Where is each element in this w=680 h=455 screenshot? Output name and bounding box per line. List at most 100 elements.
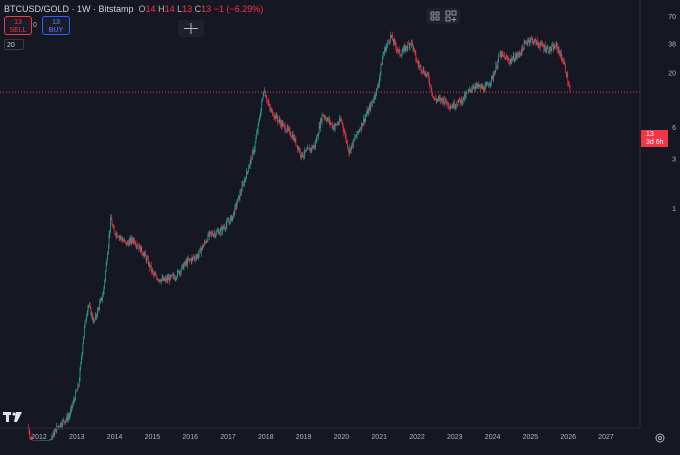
candle-body bbox=[55, 428, 57, 433]
time-tick-label: 2027 bbox=[598, 434, 614, 441]
candle-body bbox=[349, 148, 350, 154]
candle-body bbox=[505, 56, 507, 60]
candle-body bbox=[331, 123, 333, 128]
candle-body bbox=[112, 224, 114, 227]
candle-body bbox=[38, 440, 39, 441]
candle-body bbox=[328, 118, 329, 122]
candle-body bbox=[429, 81, 430, 86]
candle-body bbox=[515, 56, 516, 61]
candle-body bbox=[44, 440, 45, 441]
candle-body bbox=[527, 41, 529, 44]
candle-body bbox=[270, 109, 272, 111]
time-tick-label: 2026 bbox=[560, 434, 576, 441]
candle-body bbox=[300, 154, 302, 157]
candle-body bbox=[406, 48, 408, 49]
candle-body bbox=[111, 219, 113, 225]
candle-body bbox=[520, 53, 521, 55]
candle-body bbox=[547, 47, 548, 49]
candle-body bbox=[461, 98, 462, 104]
candle-body bbox=[561, 56, 563, 61]
candle-body bbox=[157, 279, 159, 281]
candle-body bbox=[69, 414, 71, 417]
candle-body bbox=[161, 279, 162, 282]
candle-body bbox=[382, 57, 383, 65]
candle-body bbox=[559, 52, 561, 56]
add-layout-button[interactable] bbox=[442, 8, 460, 24]
buy-button[interactable]: 13 BUY bbox=[42, 16, 70, 35]
layout-button[interactable] bbox=[426, 8, 444, 24]
candle-body bbox=[56, 426, 58, 433]
candle-body bbox=[218, 231, 220, 235]
candle-body bbox=[517, 55, 518, 57]
candle-body bbox=[107, 253, 108, 261]
candle-body bbox=[440, 97, 441, 101]
settings-button[interactable] bbox=[654, 431, 666, 449]
candle-body bbox=[165, 278, 167, 280]
candle-body bbox=[132, 240, 134, 242]
candle-body bbox=[168, 277, 169, 280]
candle-body bbox=[117, 236, 119, 238]
candle-body bbox=[189, 259, 191, 260]
candle-body bbox=[264, 91, 265, 92]
close-value: 13 bbox=[201, 4, 212, 14]
candle-body bbox=[475, 85, 476, 89]
candle-body bbox=[235, 204, 237, 207]
candle-body bbox=[409, 43, 411, 47]
candle-body bbox=[496, 65, 497, 69]
candle-body bbox=[497, 60, 499, 66]
candle-body bbox=[138, 246, 140, 250]
candle-body bbox=[488, 84, 489, 86]
candle-body bbox=[143, 253, 145, 256]
candle-body bbox=[36, 440, 38, 441]
candle-body bbox=[516, 54, 518, 57]
buy-price: 13 bbox=[52, 19, 60, 26]
candle-body bbox=[427, 73, 428, 75]
crosshair-button[interactable] bbox=[178, 20, 204, 37]
candle-body bbox=[306, 149, 308, 151]
candle-body bbox=[281, 122, 282, 127]
candle-body bbox=[205, 242, 207, 243]
tradingview-logo[interactable] bbox=[2, 410, 24, 431]
candle-body bbox=[498, 55, 500, 61]
candle-body bbox=[398, 49, 399, 51]
candle-body bbox=[385, 47, 387, 52]
candle-body bbox=[436, 99, 438, 101]
candle-body bbox=[566, 72, 567, 77]
candle-body bbox=[116, 233, 117, 236]
grid-layout-icon bbox=[430, 11, 440, 21]
candle-body bbox=[171, 275, 172, 277]
quantity-field[interactable]: 20 bbox=[4, 39, 24, 50]
candle-body bbox=[190, 259, 192, 262]
candle-body bbox=[472, 88, 473, 90]
time-tick-label: 2024 bbox=[485, 434, 501, 441]
candle-body bbox=[110, 217, 112, 220]
candle-body bbox=[459, 100, 461, 104]
candle-body bbox=[286, 130, 287, 132]
symbol-title[interactable]: BTCUSD/GOLD · 1W · Bitstamp bbox=[4, 4, 134, 14]
candle-body bbox=[206, 241, 208, 242]
candle-body bbox=[166, 278, 167, 281]
candle-body bbox=[546, 48, 547, 51]
candle-body bbox=[352, 143, 353, 146]
low-value: 13 bbox=[182, 4, 193, 14]
candle-body bbox=[193, 257, 195, 259]
candle-body bbox=[295, 138, 297, 146]
candle-body bbox=[318, 133, 319, 137]
candle-body bbox=[106, 260, 108, 264]
candle-body bbox=[172, 275, 173, 276]
candle-body bbox=[317, 135, 318, 137]
candle-body bbox=[258, 120, 260, 124]
sell-button[interactable]: 13 SELL bbox=[4, 16, 32, 35]
candle-body bbox=[169, 277, 170, 282]
candle-body bbox=[199, 248, 201, 251]
candle-body bbox=[33, 440, 35, 441]
candle-body bbox=[338, 123, 340, 124]
candle-body bbox=[474, 87, 476, 89]
candle-body bbox=[203, 245, 204, 248]
candle-body bbox=[319, 125, 321, 128]
candle-body bbox=[549, 47, 550, 53]
candle-body bbox=[115, 233, 116, 236]
candle-body bbox=[278, 120, 279, 122]
